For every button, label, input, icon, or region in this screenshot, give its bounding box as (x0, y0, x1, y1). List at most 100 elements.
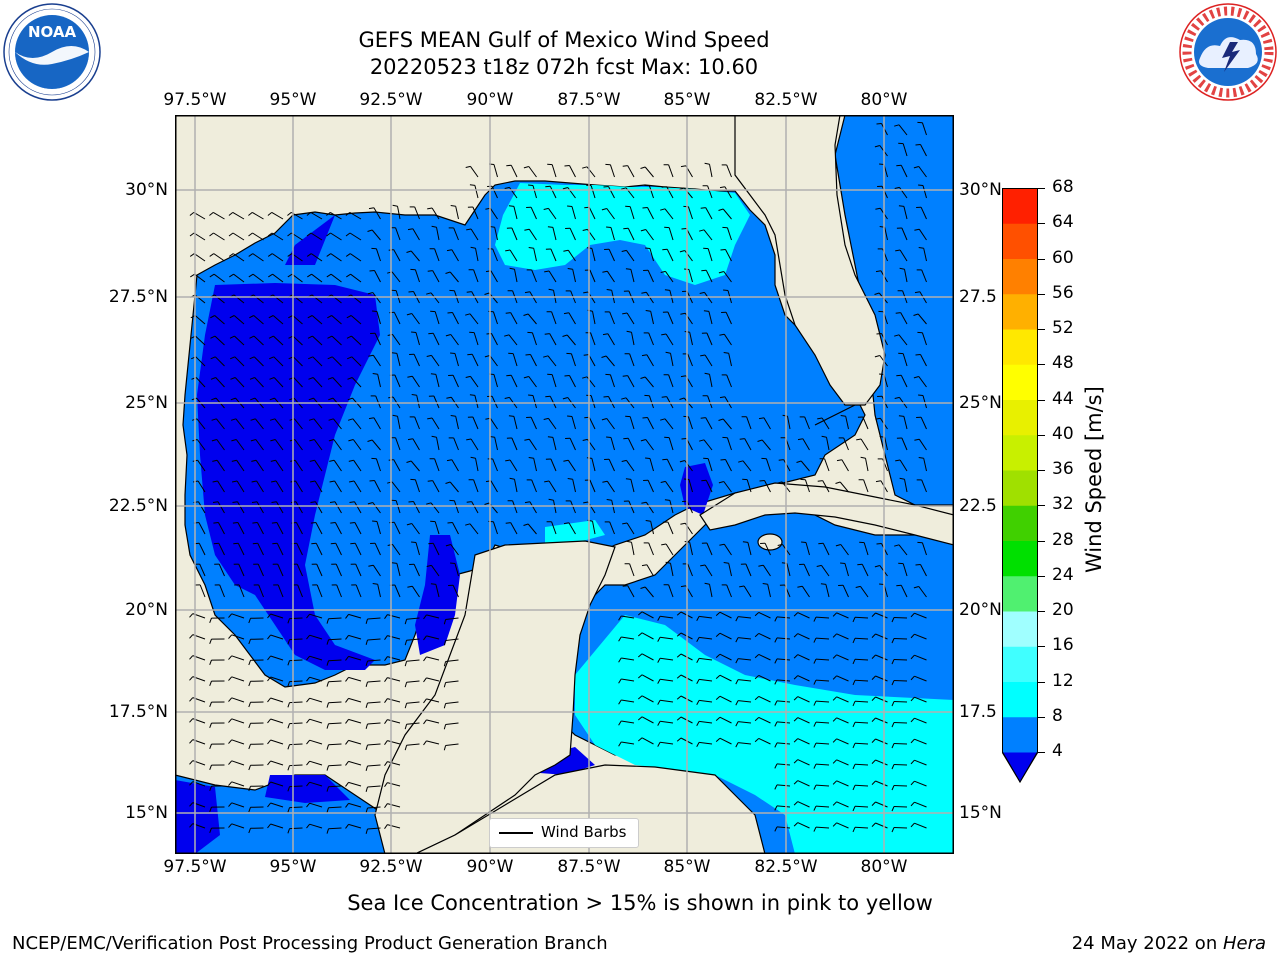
wind-barb (355, 584, 362, 598)
wind-barb (426, 656, 440, 661)
wind-barb-flag (365, 786, 368, 792)
wind-barb-flag (327, 356, 333, 360)
wind-barb-flag (445, 271, 451, 274)
wind-barb-flag (603, 396, 609, 398)
wind-barb-flag (232, 522, 238, 524)
wind-barb-flag (640, 439, 646, 442)
wind-barb (195, 377, 206, 388)
wind-barb-flag (209, 680, 212, 686)
wind-barb (747, 542, 752, 556)
wind-barb-flag (326, 212, 331, 216)
wind-barb (253, 335, 264, 346)
wind-barb-flag (306, 253, 312, 257)
wind-barb-flag (484, 292, 490, 295)
wind-barb (863, 542, 869, 556)
wind-barb-flag (384, 719, 388, 724)
wind-barb-flag (267, 655, 271, 661)
wind-barb (893, 638, 908, 640)
wind-barb-flag (871, 801, 876, 806)
wind-barb-flag (212, 501, 219, 503)
wind-barb (893, 806, 908, 808)
lat-label-left: 22.5°N (108, 496, 168, 516)
wind-barb (920, 354, 927, 367)
wind-barb-flag (250, 418, 256, 421)
wind-barb-flag (427, 270, 433, 272)
wind-barb (800, 460, 810, 472)
wind-barb-flag (426, 564, 432, 567)
wind-barb-flag (894, 544, 900, 547)
wind-barb (335, 543, 342, 556)
wind-barb (836, 780, 849, 787)
lat-label-left: 17.5°N (108, 702, 168, 722)
wind-barb (231, 802, 245, 808)
wind-barb-flag (408, 501, 414, 503)
wind-barb-flag (657, 636, 661, 642)
wind-barb (276, 543, 284, 556)
wind-barb-flag (404, 745, 408, 751)
wind-barb (591, 458, 596, 472)
wind-barb (315, 522, 323, 535)
wind-barb-flag (676, 611, 682, 616)
wind-barb-flag (832, 633, 837, 638)
wind-barb-flag (525, 354, 531, 356)
wind-barb (387, 824, 401, 829)
wind-barb (699, 741, 713, 745)
wind-barb-flag (210, 335, 216, 339)
wind-barb (233, 315, 245, 325)
wind-barb-flag (523, 376, 529, 379)
wind-barb (776, 616, 791, 619)
wind-barb (875, 738, 888, 745)
wind-barb-flag (582, 376, 588, 379)
wind-barb-flag (250, 397, 256, 401)
wind-barb (893, 743, 908, 745)
wind-barb-flag (248, 723, 251, 729)
wind-barb (684, 250, 693, 262)
wind-barb (432, 543, 440, 556)
colorbar-segment (1002, 364, 1038, 400)
wind-barb (530, 354, 537, 367)
wind-barb-flag (637, 695, 643, 700)
wind-barb (256, 522, 264, 535)
wind-barb-flag (891, 659, 895, 665)
wind-barb-flag (879, 583, 885, 585)
wind-barb (472, 206, 479, 220)
wind-barb-flag (657, 741, 661, 747)
wind-barb-flag (719, 186, 725, 189)
wind-barb (470, 166, 479, 178)
wind-barb (738, 616, 752, 619)
wind-barb-flag (891, 806, 895, 812)
wind-barb (836, 822, 849, 829)
wind-barb-flag (618, 720, 622, 726)
colorbar-segment (1002, 611, 1038, 647)
wind-barb (567, 249, 576, 262)
wind-barb-flag (852, 743, 856, 749)
wind-barb (776, 826, 791, 829)
wind-barb-flag (832, 717, 837, 722)
wind-barb (840, 544, 849, 556)
map-frame (175, 115, 954, 854)
wind-barb-flag (913, 586, 919, 589)
wind-barb-flag (209, 722, 212, 728)
wind-barb (893, 617, 908, 619)
wind-barb (375, 458, 381, 472)
wind-barb-flag (832, 654, 837, 659)
wind-barb-flag (891, 785, 895, 791)
wind-barb-flag (411, 394, 417, 396)
wind-barb (291, 273, 303, 283)
wind-barb-flag (874, 355, 880, 358)
wind-barb-flag (368, 417, 374, 420)
lon-label-top: 92.5°W (359, 90, 423, 110)
wind-barb-flag (602, 480, 608, 483)
wind-barb-flag (774, 826, 778, 832)
wind-barb (621, 636, 635, 640)
wind-barb-flag (910, 675, 915, 681)
wind-barb-flag (267, 212, 273, 216)
wind-barb (387, 803, 401, 808)
wind-barb-flag (719, 543, 725, 546)
wind-barb (783, 459, 791, 472)
wind-barb (836, 675, 849, 682)
wind-barb (704, 564, 713, 577)
wind-barb-flag (680, 522, 686, 525)
wind-barb-flag (676, 674, 682, 679)
wind-barb-flag (287, 618, 290, 624)
